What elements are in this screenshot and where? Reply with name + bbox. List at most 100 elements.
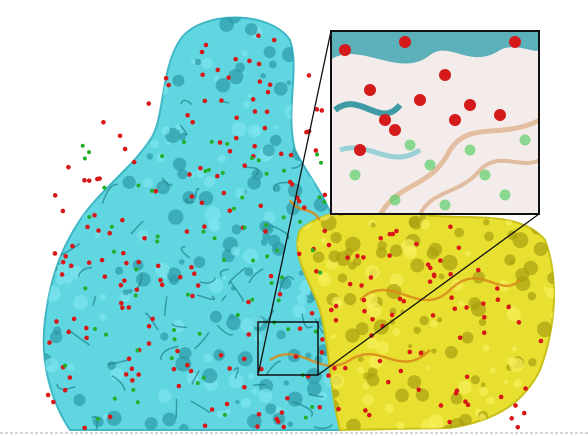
cyan-ribbon <box>216 324 234 336</box>
ion <box>293 354 299 359</box>
cyan-ribbon <box>313 423 334 430</box>
cyan-bead <box>119 101 126 108</box>
cyan-bead <box>316 164 326 174</box>
cyan-bead <box>160 332 169 341</box>
ion <box>235 312 240 317</box>
cyan-ribbon <box>308 393 324 398</box>
cyan-bead <box>101 165 108 172</box>
cyan-bead <box>268 60 277 69</box>
ion <box>345 255 350 260</box>
cyan-ribbon <box>111 374 126 392</box>
yellow-bead <box>370 222 376 228</box>
ion <box>264 109 270 115</box>
cyan-bead <box>194 58 201 66</box>
cyan-bead <box>247 93 252 98</box>
ion <box>85 224 90 230</box>
cyan-bead <box>75 45 81 51</box>
cyan-bead <box>111 76 120 85</box>
ion <box>280 275 285 280</box>
yellow-bead <box>343 292 357 306</box>
cyan-bead <box>276 330 286 340</box>
ion <box>182 139 187 144</box>
ion <box>118 300 124 306</box>
cyan-bead <box>102 413 109 420</box>
cyan-bead <box>228 373 244 389</box>
cyan-ribbon <box>270 224 290 240</box>
ion <box>249 156 254 161</box>
ion <box>184 229 190 234</box>
yellow-bead <box>331 296 342 307</box>
ion <box>425 262 431 267</box>
ion <box>463 399 468 404</box>
cyan-bead <box>127 288 133 294</box>
yellow-bead <box>317 272 332 287</box>
ion <box>319 350 325 355</box>
ion <box>146 323 152 329</box>
ion <box>252 143 257 149</box>
ion <box>313 148 319 153</box>
cyan-bead <box>43 101 52 111</box>
cyan-bead <box>231 224 242 235</box>
cyan-bead <box>94 232 101 238</box>
cyan-bead <box>96 108 107 118</box>
cyan-bead <box>172 157 187 171</box>
cyan-ribbon <box>196 294 216 301</box>
ion <box>171 366 177 372</box>
cyan-bead <box>107 361 117 370</box>
ion <box>87 215 92 220</box>
ion <box>322 200 327 205</box>
cyan-bead <box>156 153 166 162</box>
ion <box>62 387 68 393</box>
cyan-bead <box>72 100 82 109</box>
ion <box>97 176 102 181</box>
ion <box>126 305 132 310</box>
ion <box>447 419 452 425</box>
ion <box>306 73 312 78</box>
cyan-bead <box>50 105 57 112</box>
ion <box>135 400 140 405</box>
cyan-bead <box>161 126 170 135</box>
ion <box>389 312 395 318</box>
ion <box>317 404 323 410</box>
ion <box>268 273 274 279</box>
ion <box>209 407 215 412</box>
ion <box>102 185 107 190</box>
ion <box>190 293 195 299</box>
cyan-bead <box>96 17 107 28</box>
ion <box>317 195 322 200</box>
ion <box>242 225 247 230</box>
ion <box>233 56 238 62</box>
ion <box>136 259 142 265</box>
cyan-bead <box>235 399 240 405</box>
cyan-bead <box>93 134 110 151</box>
yellow-bead <box>504 379 509 385</box>
ion <box>177 274 183 280</box>
ion <box>264 223 269 228</box>
cyan-bead <box>62 53 68 59</box>
ion <box>262 125 268 131</box>
ion <box>92 327 97 332</box>
ion <box>389 194 401 206</box>
cyan-bead <box>279 276 292 290</box>
cyan-ribbon <box>264 360 281 377</box>
cyan-bead <box>252 125 262 136</box>
cyan-bead <box>106 410 122 426</box>
ion <box>220 170 225 175</box>
cyan-bead <box>44 357 59 373</box>
ion <box>509 416 514 421</box>
cyan-bead <box>290 17 306 27</box>
cyan-bead <box>99 156 115 172</box>
ion <box>123 372 129 377</box>
ion <box>328 307 334 313</box>
ion <box>515 424 521 430</box>
ion <box>221 190 227 196</box>
yellow-bead <box>436 317 443 323</box>
ion <box>218 352 224 358</box>
yellow-bead <box>465 250 472 257</box>
ion <box>84 335 89 341</box>
ion <box>251 258 256 263</box>
ion <box>495 297 501 303</box>
ion <box>71 316 77 322</box>
ion <box>122 146 128 152</box>
